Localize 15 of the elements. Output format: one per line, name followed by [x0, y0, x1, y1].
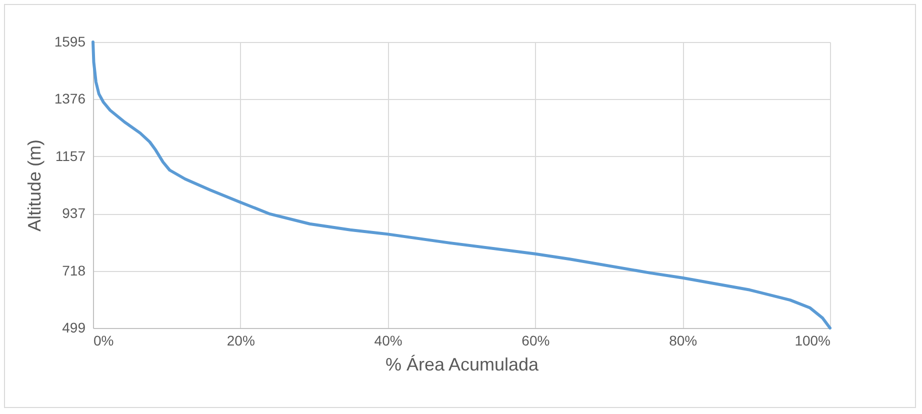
x-tick-label: 100% [794, 332, 830, 348]
x-tick-label: 60% [522, 332, 550, 348]
y-tick-label: 718 [62, 262, 86, 278]
x-tick-label: 40% [374, 332, 402, 348]
y-tick-label: 1376 [54, 90, 86, 107]
y-tick-label: 937 [62, 205, 86, 222]
line-series [92, 40, 832, 330]
x-tick-label: 20% [226, 332, 255, 348]
y-tick-label: 1595 [54, 34, 86, 50]
x-axis-title: % Área Acumulada [385, 354, 540, 374]
y-axis-title: Altitude (m) [24, 139, 44, 232]
x-tick-label: 80% [669, 332, 698, 348]
y-tick-label: 499 [62, 320, 86, 336]
x-tick-label: 0% [94, 332, 114, 348]
y-tick-label: 1157 [55, 148, 86, 164]
